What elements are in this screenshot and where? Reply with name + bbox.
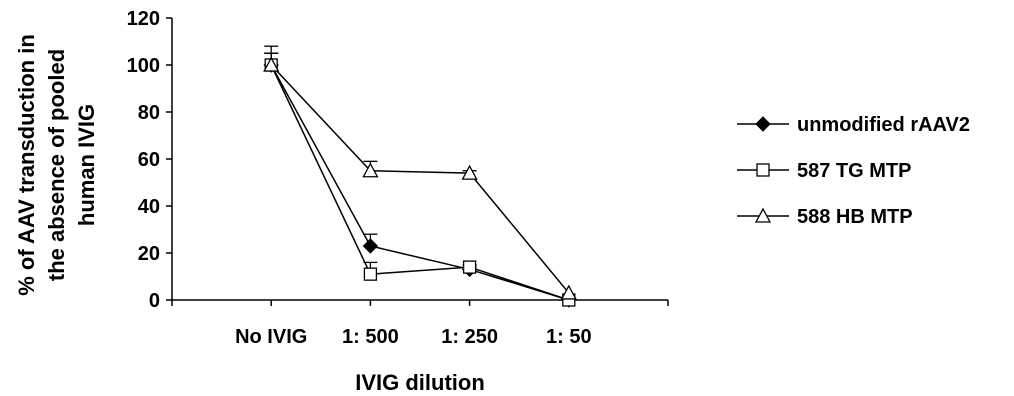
x-tick-label: No IVIG bbox=[235, 326, 307, 348]
y-tick-label: 100 bbox=[127, 55, 160, 77]
square-marker bbox=[363, 267, 378, 281]
legend-label: unmodified rAAV2 bbox=[797, 114, 970, 136]
series-1 bbox=[263, 45, 577, 308]
axes bbox=[166, 17, 669, 306]
legend-label: 588 HB MTP bbox=[797, 206, 913, 228]
legend-entry: 588 HB MTP bbox=[737, 206, 913, 228]
legend-entry: 587 TG MTP bbox=[737, 160, 911, 182]
series-line bbox=[270, 64, 570, 294]
legend: unmodified rAAV2 587 TG MTP 588 HB MTP bbox=[737, 114, 970, 228]
y-tick-labels: 0 20 40 60 80 100 120 bbox=[127, 8, 160, 312]
triangle-marker bbox=[263, 56, 280, 72]
y-tick-label: 120 bbox=[127, 8, 160, 30]
square-marker bbox=[756, 163, 770, 177]
x-tick-label: 1: 250 bbox=[441, 326, 498, 348]
x-tick-label: 1: 50 bbox=[546, 326, 592, 348]
series-line bbox=[270, 64, 570, 301]
triangle-marker bbox=[362, 162, 379, 178]
y-axis-title-line: the absence of pooled bbox=[44, 49, 69, 281]
y-tick-label: 60 bbox=[138, 149, 160, 171]
series-3 bbox=[263, 52, 577, 300]
y-axis-title-line: human IVIG bbox=[74, 104, 99, 226]
series-layer bbox=[263, 45, 577, 308]
series-line bbox=[270, 64, 570, 301]
y-tick-label: 40 bbox=[138, 196, 160, 218]
square-marker bbox=[462, 260, 477, 274]
y-tick-label: 20 bbox=[138, 243, 160, 265]
diamond-marker bbox=[755, 116, 771, 132]
x-tick-label: 1: 500 bbox=[342, 326, 399, 348]
y-axis-title-line: % of AAV transduction in bbox=[14, 34, 39, 296]
triangle-marker bbox=[461, 164, 478, 180]
diamond-marker bbox=[362, 238, 379, 254]
series-2 bbox=[264, 52, 576, 307]
y-tick-label: 0 bbox=[149, 290, 160, 312]
legend-label: 587 TG MTP bbox=[797, 160, 911, 182]
x-axis-title: IVIG dilution bbox=[355, 370, 485, 395]
y-tick-label: 80 bbox=[138, 102, 160, 124]
triangle-marker bbox=[754, 207, 772, 223]
x-tick-labels: No IVIG 1: 500 1: 250 1: 50 bbox=[235, 326, 592, 348]
legend-entry: unmodified rAAV2 bbox=[737, 114, 970, 136]
triangle-marker bbox=[560, 284, 577, 300]
